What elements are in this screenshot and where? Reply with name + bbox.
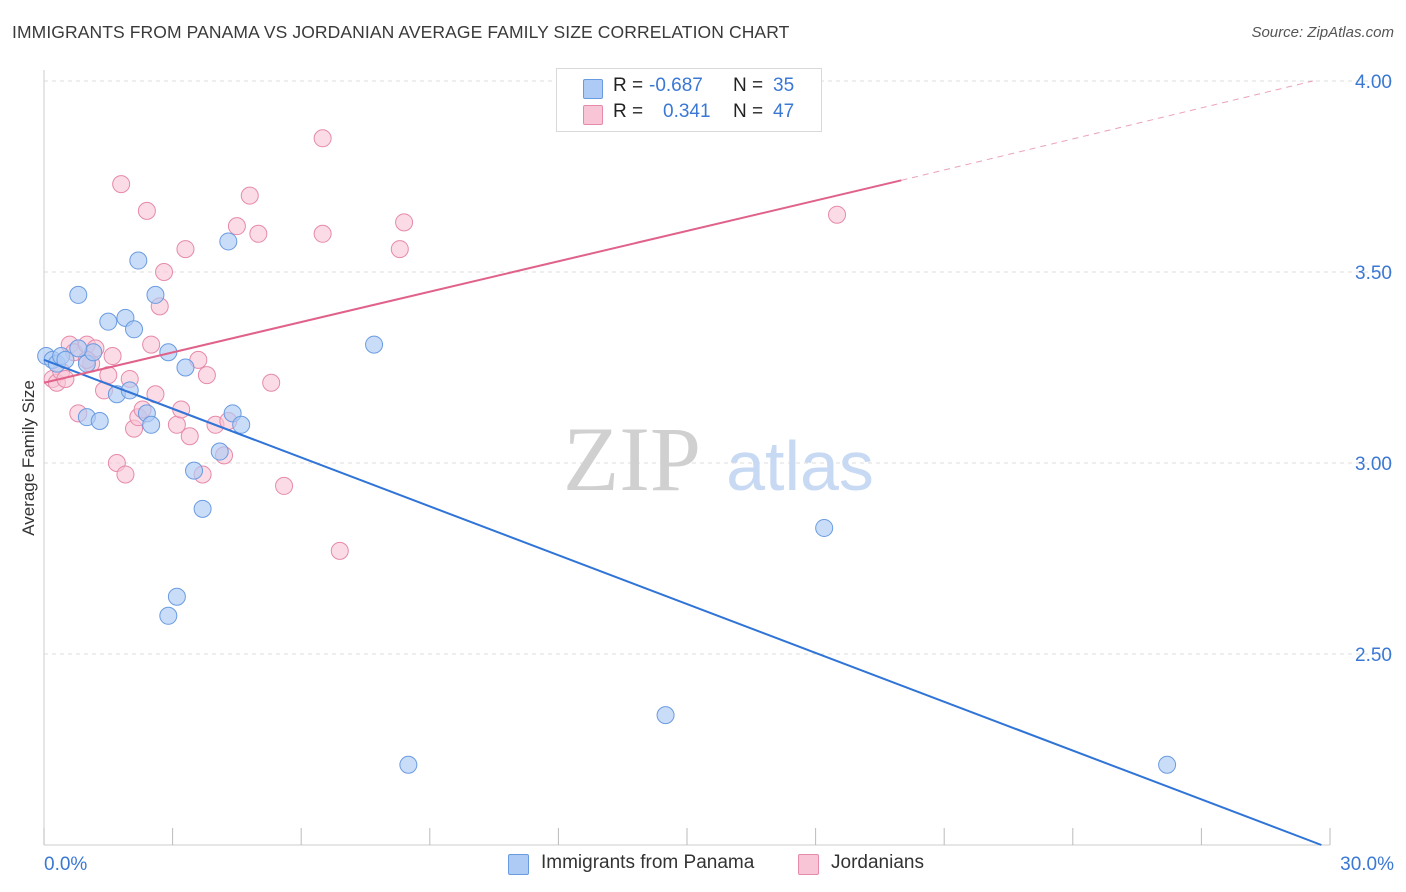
- jordanians-point: [227, 217, 246, 236]
- bottom-legend-swatch-blue: [508, 854, 529, 875]
- jordanians-point: [828, 205, 847, 224]
- y-axis-label: Average Family Size: [19, 380, 38, 536]
- bottom-legend-label: Jordanians: [831, 852, 924, 873]
- legend-n-label: N =: [733, 75, 764, 96]
- source-label: Source: ZipAtlas.com: [1251, 24, 1394, 41]
- panama-point: [146, 285, 165, 304]
- y-tick-label: 3.50: [1355, 263, 1392, 284]
- axes: 2.50 3.00 3.50 4.00 0.0% 30.0%: [43, 70, 1394, 875]
- y-tick-label: 2.50: [1355, 645, 1392, 666]
- panama-point: [656, 706, 675, 725]
- panama-point: [129, 251, 148, 270]
- panama-point: [185, 461, 204, 480]
- panama-point: [193, 499, 212, 518]
- x-tick-label: 30.0%: [1340, 854, 1394, 875]
- jordanians-point: [103, 347, 122, 366]
- watermark: ZIP atlas: [563, 408, 874, 510]
- panama-point: [232, 415, 251, 434]
- panama-point: [99, 312, 118, 331]
- panama-point: [84, 343, 103, 362]
- y-tick-label: 4.00: [1355, 72, 1392, 93]
- legend-n-value: 47: [773, 101, 795, 122]
- legend-r-label: R =: [613, 101, 644, 122]
- panama-point: [125, 320, 144, 339]
- panama-trend-line: [43, 358, 1322, 846]
- jordanians-point: [155, 263, 174, 281]
- jordanians-point: [176, 240, 195, 259]
- jordanians-trend-extension: [901, 80, 1313, 181]
- panama-point: [365, 335, 384, 354]
- panama-point: [90, 411, 109, 430]
- legend-swatch-pink: [583, 105, 603, 125]
- panama-point: [167, 587, 186, 606]
- jordanians-point: [262, 373, 281, 392]
- correlation-legend: R = -0.687 N = 35 R = 0.341 N = 47: [556, 68, 822, 132]
- jordanians-point: [112, 175, 131, 194]
- panama-point: [399, 755, 418, 774]
- panama-point: [219, 232, 238, 251]
- legend-n-label: N =: [733, 101, 764, 122]
- panama-point: [1158, 755, 1177, 774]
- x-tick-label: 0.0%: [44, 854, 87, 875]
- jordanians-point: [390, 240, 409, 259]
- jordanians-point: [313, 129, 332, 148]
- jordanians-point: [395, 213, 414, 232]
- jordanians-point: [180, 427, 199, 446]
- panama-point: [210, 442, 229, 461]
- panama-point: [142, 415, 161, 434]
- panama-point: [69, 339, 88, 358]
- y-tick-label: 3.00: [1355, 454, 1392, 475]
- bottom-legend-label: Immigrants from Panama: [541, 852, 755, 873]
- legend-swatch-blue: [583, 79, 603, 99]
- jordanians-point: [275, 476, 294, 495]
- watermark-atlas: atlas: [726, 427, 874, 505]
- watermark-zip: ZIP: [563, 408, 701, 510]
- jordanians-point: [249, 224, 268, 243]
- legend-r-label: R =: [613, 75, 644, 96]
- panama-point: [159, 606, 178, 625]
- legend-r-value: 0.341: [663, 101, 711, 122]
- jordanians-point: [137, 201, 156, 220]
- jordanians-point: [142, 335, 161, 354]
- legend-n-value: 35: [773, 75, 795, 96]
- chart-title: IMMIGRANTS FROM PANAMA VS JORDANIAN AVER…: [12, 22, 790, 42]
- jordanians-point: [116, 465, 135, 484]
- jordanians-point: [313, 224, 332, 243]
- panama-point: [176, 358, 195, 377]
- bottom-legend-swatch-pink: [798, 854, 819, 875]
- grid-lines: [44, 80, 1392, 655]
- jordanians-point: [197, 366, 216, 385]
- trend-lines: [43, 80, 1322, 846]
- legend-r-value: -0.687: [649, 75, 703, 96]
- panama-point: [815, 518, 834, 537]
- jordanians-trend-line: [43, 179, 902, 384]
- jordanians-point: [240, 186, 259, 205]
- panama-point: [69, 285, 88, 304]
- jordanians-point: [330, 541, 349, 560]
